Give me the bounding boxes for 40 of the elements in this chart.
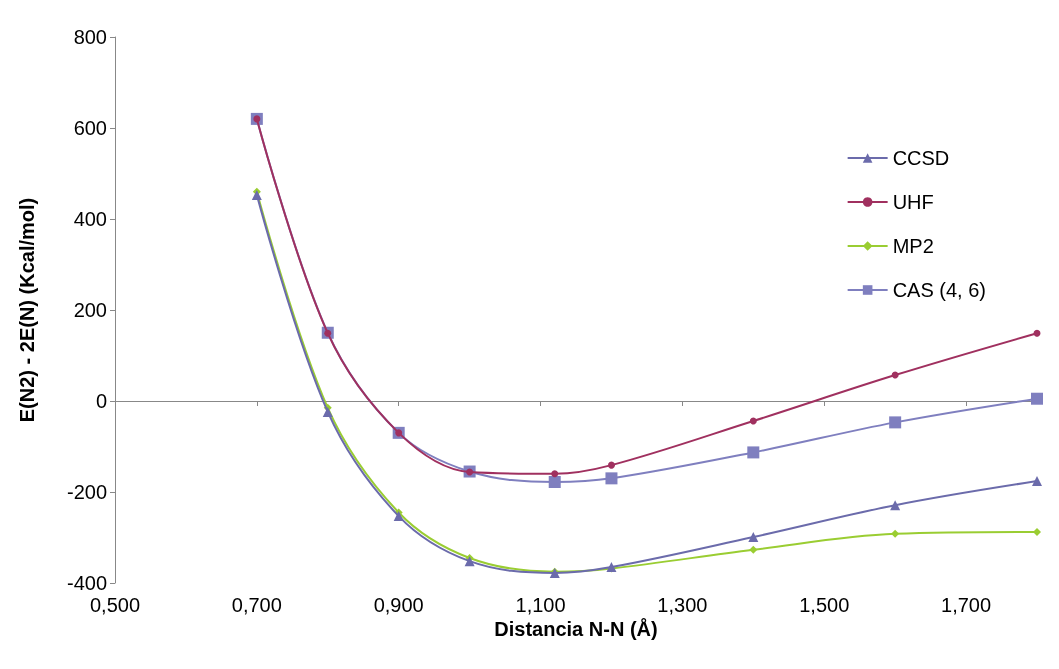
legend-label: CAS (4, 6)	[892, 279, 986, 301]
x-tick-label: 0,900	[373, 594, 424, 616]
point	[607, 461, 615, 469]
x-tick-label: 0,500	[89, 594, 141, 616]
point	[891, 371, 899, 379]
y-tick-label: 600	[73, 117, 107, 139]
point	[251, 189, 262, 200]
x-axis-title: Distancia N-N (Å)	[493, 618, 659, 641]
y-tick-label: 0	[95, 390, 107, 412]
y-tick-label: 200	[73, 299, 107, 321]
point	[891, 529, 900, 538]
x-tick-label: 1,700	[941, 594, 992, 616]
point	[393, 511, 404, 522]
legend-label: CCSD	[892, 147, 950, 169]
point	[749, 545, 758, 554]
y-tick-label: -400	[66, 572, 107, 594]
point	[1033, 329, 1041, 337]
point	[322, 406, 333, 417]
y-tick-label: 400	[73, 208, 107, 230]
point	[605, 472, 618, 485]
point	[548, 475, 561, 488]
point	[1032, 476, 1042, 487]
y-tick-label: -200	[66, 481, 107, 503]
point	[551, 470, 559, 478]
x-tick-label: 1,100	[515, 594, 566, 616]
x-tick-label: 1,300	[657, 594, 708, 616]
point	[1033, 528, 1041, 537]
x-tick-label: 0,700	[231, 594, 282, 616]
point	[749, 417, 757, 425]
point	[889, 416, 902, 429]
y-tick-label: 800	[73, 26, 107, 48]
legend-label: UHF	[892, 191, 934, 213]
point	[890, 500, 901, 511]
y-axis-title: E(N2) - 2E(N) (Kcal/mol)	[16, 197, 38, 423]
point	[747, 446, 760, 459]
point	[1031, 392, 1043, 405]
x-tick-label: 1,500	[799, 594, 850, 616]
point	[748, 532, 759, 543]
legend-label: MP2	[892, 235, 934, 257]
point	[464, 556, 475, 567]
